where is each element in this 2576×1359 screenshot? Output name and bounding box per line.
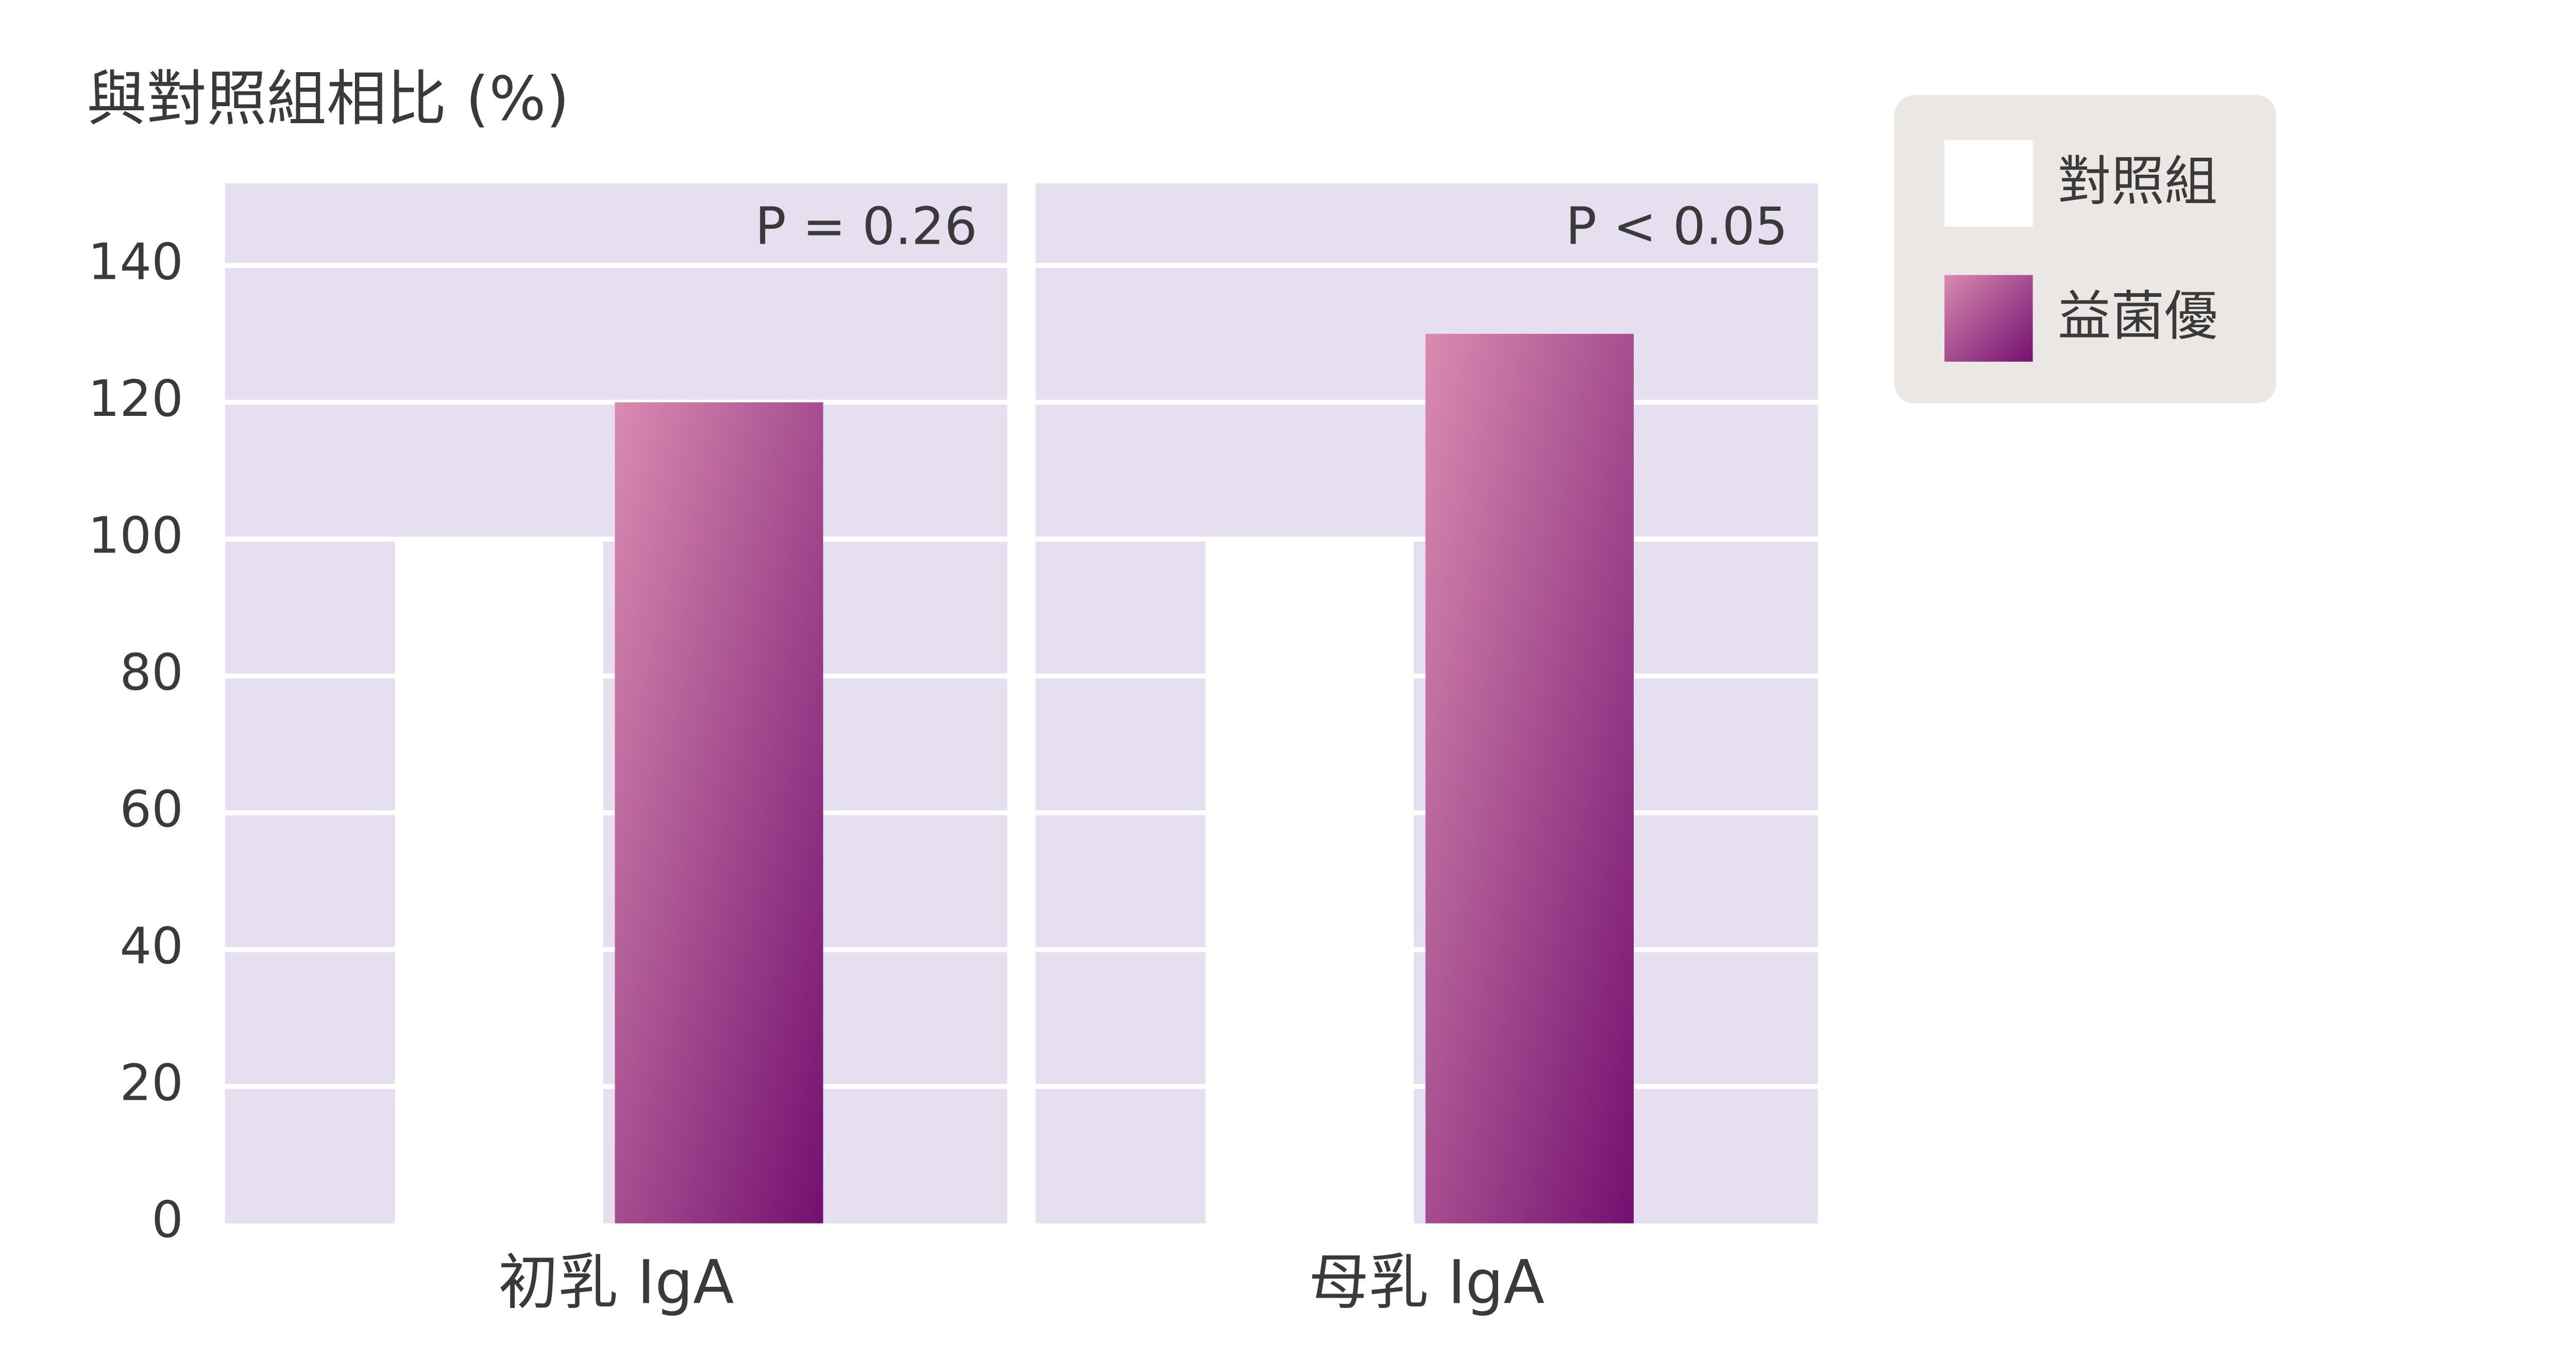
bar xyxy=(395,539,603,1223)
y-tick-label: 140 xyxy=(88,232,183,291)
legend-swatch xyxy=(1944,140,2033,227)
legend-swatch xyxy=(1944,275,2033,362)
y-tick-label: 60 xyxy=(120,780,183,838)
y-tick-label: 100 xyxy=(88,506,183,564)
y-tick-label: 20 xyxy=(120,1054,183,1112)
y-tick-label: 80 xyxy=(120,643,183,701)
bar xyxy=(1205,539,1414,1223)
y-tick-label: 40 xyxy=(120,917,183,975)
annotation: P < 0.05 xyxy=(1566,196,1788,257)
x-tick-label: 初乳 IgA xyxy=(498,1248,734,1317)
legend-label: 對照組 xyxy=(2058,150,2217,212)
annotation: P = 0.26 xyxy=(755,196,977,257)
bar xyxy=(615,402,823,1223)
legend-label: 益菌優 xyxy=(2058,286,2217,347)
bar xyxy=(1425,333,1634,1223)
x-tick-label: 母乳 IgA xyxy=(1309,1248,1545,1317)
y-axis-title: 與對照組相比 (%) xyxy=(87,64,569,134)
y-tick-label: 0 xyxy=(151,1190,183,1249)
y-tick-label: 120 xyxy=(88,370,183,428)
